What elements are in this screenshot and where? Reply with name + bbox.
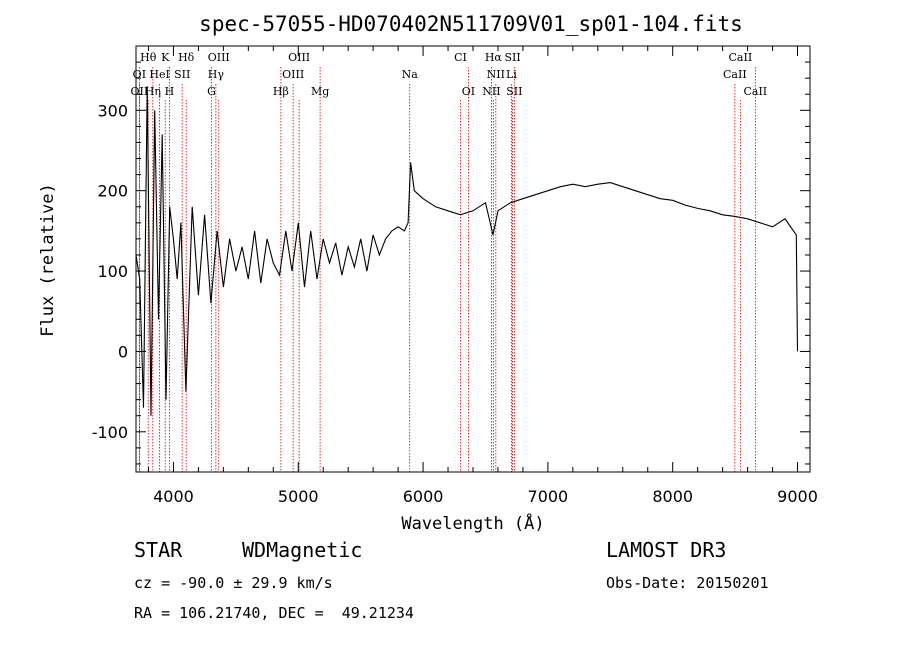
emission-line-label: OII — [131, 85, 149, 98]
emission-line-label: OIII — [282, 68, 304, 81]
emission-line-label: SII — [504, 51, 520, 64]
emission-line-label: SII — [506, 85, 522, 98]
emission-line-label: G — [207, 85, 216, 98]
x-tick-label: 8000 — [652, 487, 693, 506]
emission-line-label: CI — [454, 51, 467, 64]
emission-line-label: OIII — [288, 51, 310, 64]
x-tick-label: 7000 — [528, 487, 569, 506]
x-tick-label: 4000 — [153, 487, 194, 506]
y-tick-label: 0 — [118, 342, 128, 361]
emission-line-label: K — [161, 51, 170, 64]
x-tick-label: 6000 — [403, 487, 444, 506]
emission-line-label: SII — [174, 68, 190, 81]
chart-title: spec-57055-HD070402N511709V01_sp01-104.f… — [199, 12, 743, 36]
emission-line-label: Hβ — [273, 85, 289, 98]
emission-line-label: Hθ — [140, 51, 157, 64]
spectrum-line — [135, 86, 799, 416]
emission-line-label: Mg — [311, 85, 329, 98]
emission-line-label: CaII — [729, 51, 753, 64]
y-tick-label: 300 — [97, 101, 128, 120]
emission-line-label: Hγ — [208, 68, 225, 81]
object-subclass: WDMagnetic — [242, 538, 363, 562]
emission-line-label: NII — [487, 68, 505, 81]
emission-line-label: Hδ — [178, 51, 195, 64]
emission-line-label: Na — [402, 68, 419, 81]
x-tick-label: 9000 — [777, 487, 818, 506]
emission-line-label: CaII — [743, 85, 767, 98]
emission-line-label: Hη — [145, 85, 161, 98]
emission-line-label: H — [165, 85, 175, 98]
emission-line-markers — [138, 67, 756, 472]
x-axis-label: Wavelength (Å) — [401, 512, 544, 534]
y-tick-label: 100 — [97, 262, 128, 281]
y-axis-ticks: -100 0 100 200 300 — [92, 45, 810, 465]
emission-line-label: NII — [482, 85, 500, 98]
observation-date: Obs-Date: 20150201 — [606, 574, 769, 592]
object-class: STAR — [134, 538, 183, 562]
redshift-cz: cz = -90.0 ± 29.9 km/s — [134, 574, 333, 592]
y-axis-label: Flux (relative) — [38, 183, 58, 337]
ra-dec: RA = 106.21740, DEC = 49.21234 — [134, 604, 414, 622]
spectrum-chart: spec-57055-HD070402N511709V01_sp01-104.f… — [38, 12, 818, 534]
emission-line-label: OI — [133, 68, 146, 81]
emission-line-label: CaII — [723, 68, 747, 81]
survey-name: LAMOST DR3 — [606, 538, 727, 562]
emission-line-label: Li — [506, 68, 517, 81]
emission-line-label: OIII — [208, 51, 230, 64]
emission-line-label: HeI — [149, 68, 169, 81]
emission-line-label: Hα — [485, 51, 503, 64]
x-tick-label: 5000 — [278, 487, 319, 506]
y-tick-label: -100 — [92, 423, 128, 442]
x-axis-ticks: 4000 5000 6000 7000 8000 9000 — [147, 46, 818, 506]
plot-frame — [135, 45, 811, 473]
y-tick-label: 200 — [97, 182, 128, 201]
emission-line-label: OI — [462, 85, 475, 98]
